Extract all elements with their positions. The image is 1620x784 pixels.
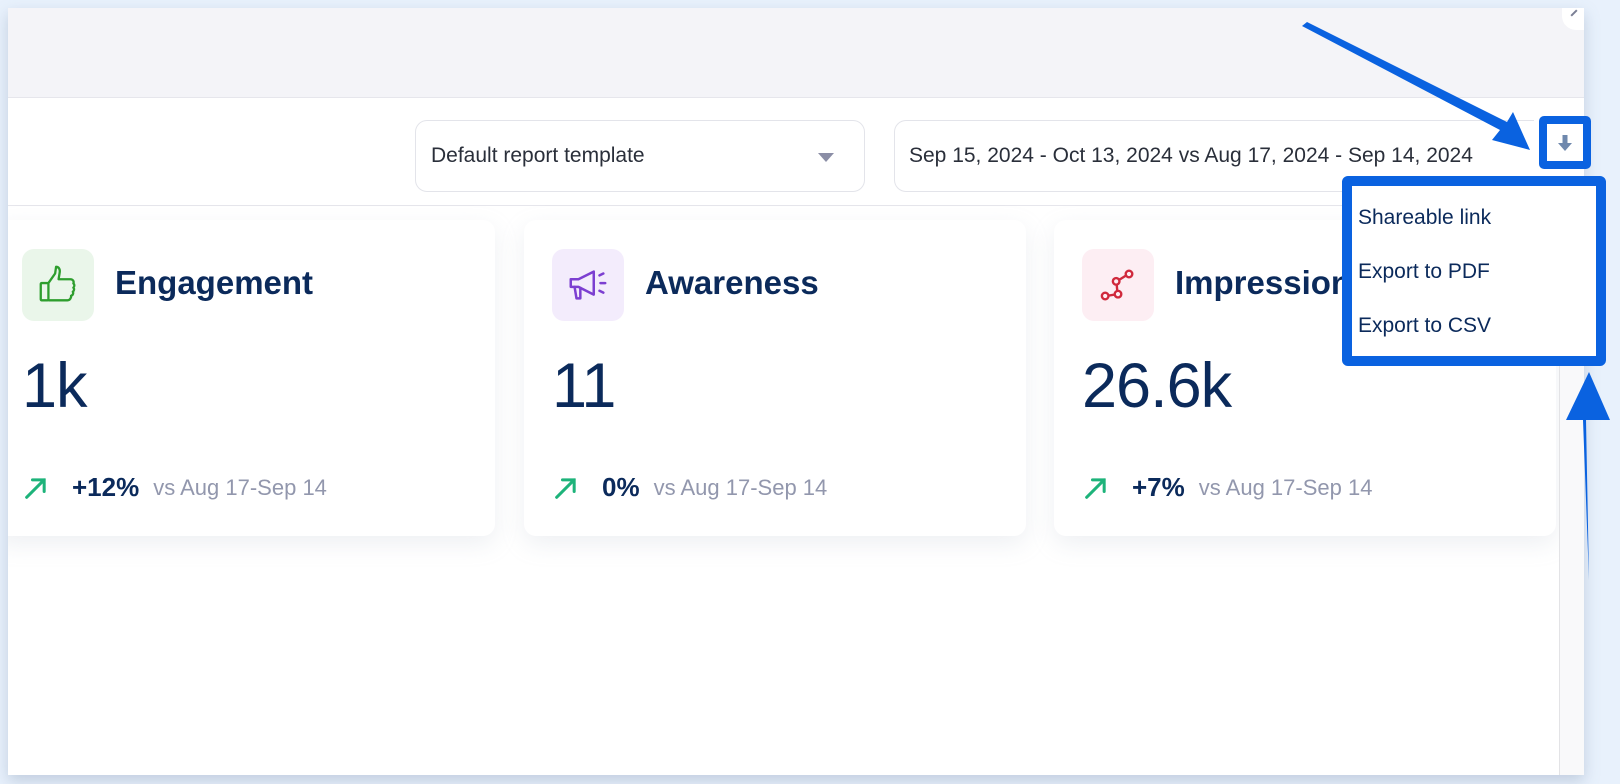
menu-item-shareable-link[interactable]: Shareable link (1358, 206, 1492, 229)
card-title: Awareness (645, 264, 819, 301)
report-template-value: Default report template (431, 144, 645, 167)
download-arrow-icon (1558, 134, 1572, 151)
card-comparison-label: vs Aug 17-Sep 14 (153, 474, 327, 500)
trend-indicator: +7% vs Aug 17-Sep 14 (1082, 472, 1372, 503)
card-title: Engagement (115, 264, 314, 301)
menu-item-export-pdf[interactable]: Export to PDF (1358, 260, 1490, 283)
export-dropdown-menu: Shareable link Export to PDF Export to C… (1342, 176, 1606, 366)
date-range-value: Sep 15, 2024 - Oct 13, 2024 vs Aug 17, 2… (909, 144, 1473, 167)
card-change-percent: +12% (72, 472, 140, 502)
thumbs-up-icon (22, 249, 94, 321)
report-window: Default report template Sep 15, 2024 - O… (8, 8, 1584, 775)
card-comparison-label: vs Aug 17-Sep 14 (1198, 474, 1373, 500)
trend-indicator: 0% vs Aug 17-Sep 14 (552, 472, 827, 503)
trend-up-arrow-icon (555, 477, 576, 499)
scrollbar[interactable] (1559, 207, 1560, 775)
kpi-cards-area: Engagement 1k +12% vs Aug 17-Sep 14 Awar… (8, 207, 1584, 775)
card-title: Impressions (1175, 264, 1370, 301)
megaphone-icon (552, 249, 624, 321)
card-value: 1k (22, 351, 88, 421)
kpi-card-awareness[interactable]: Awareness 11 0% vs Aug 17-Sep 14 (524, 220, 1026, 536)
report-template-select[interactable]: Default report template (415, 120, 865, 192)
trend-up-arrow-icon (25, 477, 46, 499)
card-value: 26.6k (1082, 351, 1232, 421)
card-change-percent: 0% (602, 472, 640, 502)
trend-indicator: +12% vs Aug 17-Sep 14 (22, 472, 327, 503)
card-comparison-label: vs Aug 17-Sep 14 (653, 474, 828, 500)
trend-up-arrow-icon (1085, 477, 1106, 499)
kpi-card-engagement[interactable]: Engagement 1k +12% vs Aug 17-Sep 14 (8, 220, 495, 536)
resize-handle-icon[interactable] (1562, 8, 1584, 30)
menu-item-export-csv[interactable]: Export to CSV (1358, 314, 1492, 337)
top-header-bar (8, 8, 1584, 98)
card-value: 11 (552, 351, 616, 421)
chevron-down-icon (818, 153, 834, 162)
card-change-percent: +7% (1132, 472, 1185, 502)
download-button[interactable] (1539, 116, 1591, 169)
network-nodes-icon (1082, 249, 1154, 321)
